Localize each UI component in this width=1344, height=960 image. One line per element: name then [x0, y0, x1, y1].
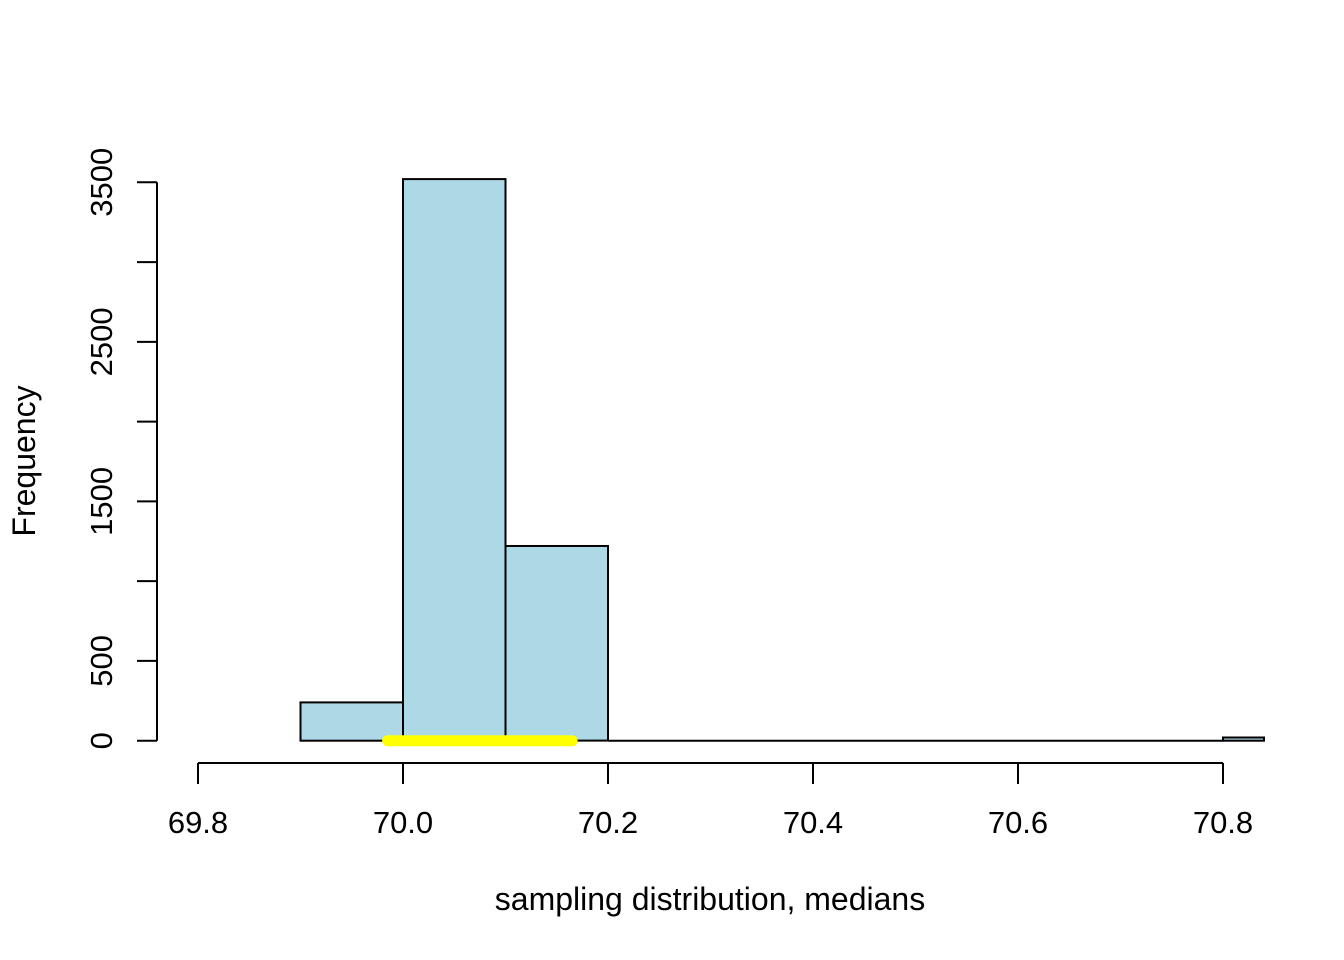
y-tick-label: 2500 — [84, 307, 119, 376]
x-tick-label: 69.8 — [168, 805, 228, 840]
x-tick-label: 70.2 — [578, 805, 638, 840]
x-tick-label: 70.0 — [373, 805, 433, 840]
y-tick-label: 1500 — [84, 467, 119, 536]
y-tick-label: 500 — [84, 635, 119, 687]
histogram-bar — [402, 178, 507, 742]
x-axis-title: sampling distribution, medians — [495, 881, 925, 917]
y-axis-title: Frequency — [6, 385, 42, 536]
histogram-bar — [504, 545, 609, 742]
bars-layer — [299, 178, 1265, 742]
x-tick-label: 70.8 — [1193, 805, 1253, 840]
x-tick-label: 70.4 — [783, 805, 843, 840]
axes-layer: 69.8 70.0 70.2 70.4 70.6 70.8 0 500 1500 2500 3500 — [84, 148, 1253, 840]
histogram-bar — [299, 701, 404, 742]
x-tick-label: 70.6 — [988, 805, 1048, 840]
histogram-bar — [1222, 736, 1265, 742]
y-tick-label: 0 — [84, 732, 119, 749]
y-tick-label: 3500 — [84, 148, 119, 217]
